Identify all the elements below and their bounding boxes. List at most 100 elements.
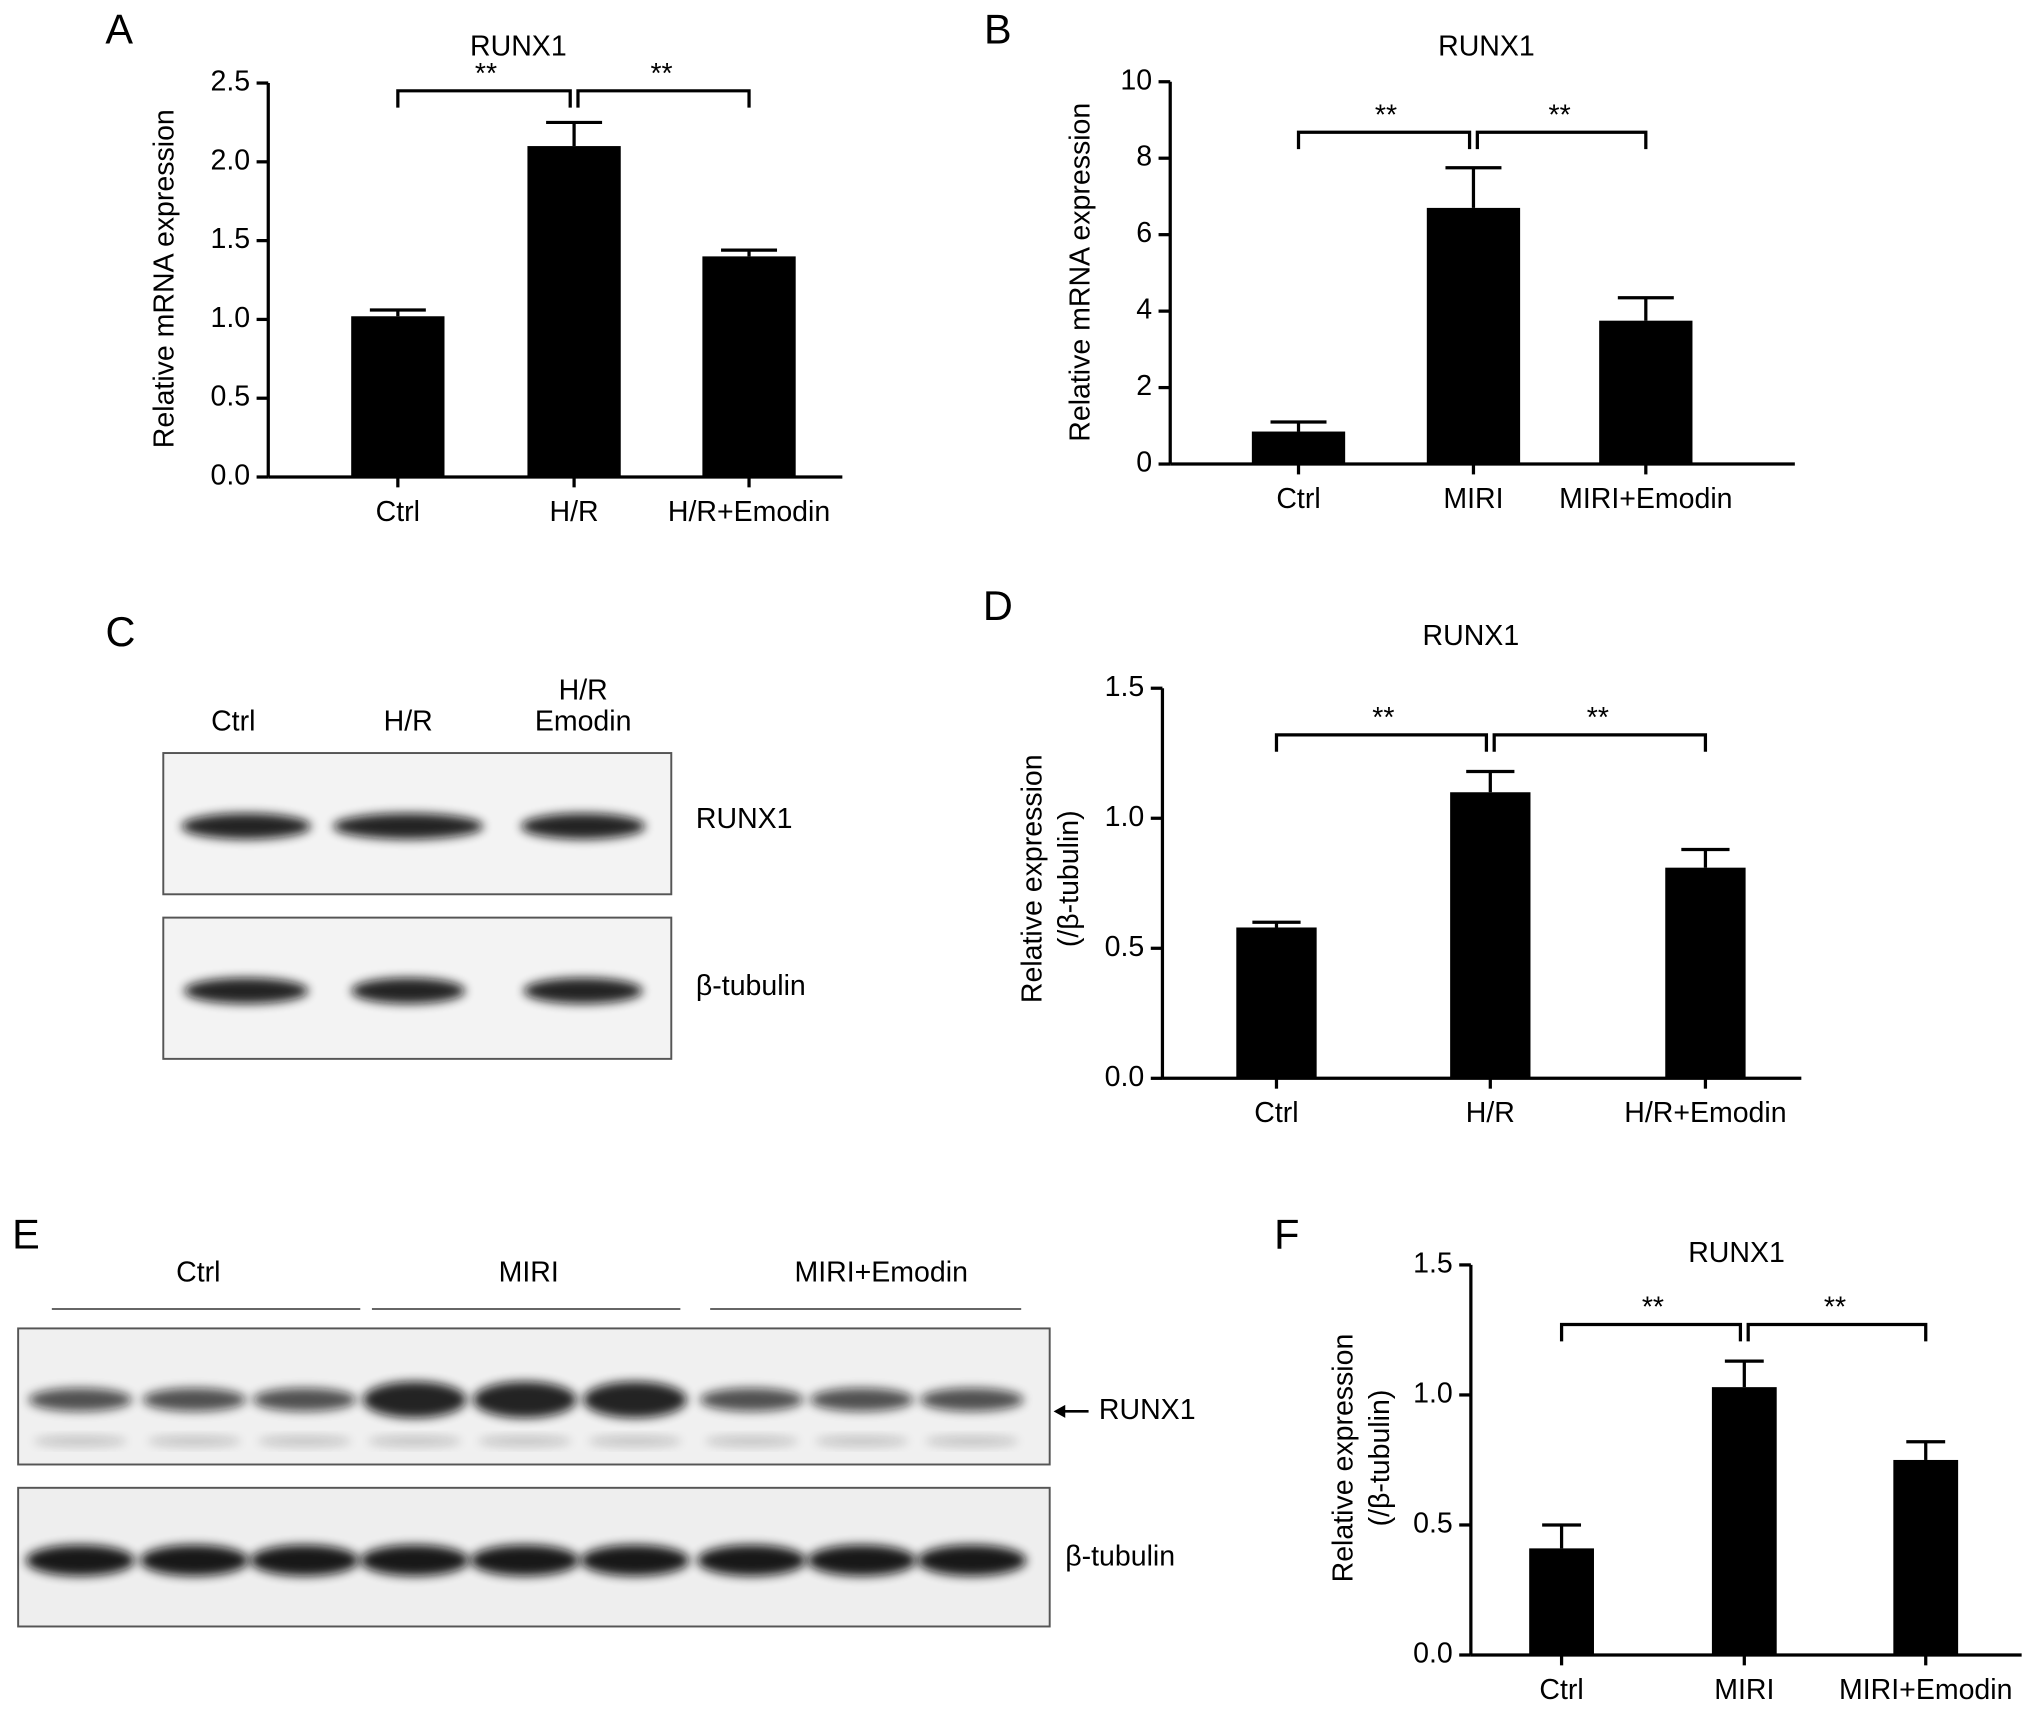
panel-letter: C xyxy=(106,608,136,655)
significance-label: ** xyxy=(650,58,672,90)
x-tick-label: H/R xyxy=(1466,1097,1515,1129)
blot-band xyxy=(520,813,646,840)
blot-band xyxy=(362,1381,467,1418)
blot-band xyxy=(147,1435,242,1447)
y-tick-label: 0 xyxy=(1136,447,1152,479)
bar xyxy=(1665,867,1746,1079)
blot-band xyxy=(333,813,484,840)
y-tick-label: 1.5 xyxy=(1105,671,1145,703)
y-tick-label: 0.0 xyxy=(1105,1061,1145,1093)
y-tick-label: 10 xyxy=(1120,64,1152,96)
lane-label: MIRI+Emodin xyxy=(795,1257,968,1289)
blot-band xyxy=(25,1544,135,1576)
blot-band xyxy=(473,1381,577,1418)
x-tick-label: Ctrl xyxy=(1254,1097,1298,1129)
significance-label: ** xyxy=(1824,1292,1846,1324)
blot-band xyxy=(704,1435,799,1447)
y-tick-label: 1.0 xyxy=(210,302,250,334)
blot-band xyxy=(33,1435,127,1447)
blot-band xyxy=(807,1544,917,1576)
blot-band xyxy=(523,977,643,1004)
x-tick-label: H/R+Emodin xyxy=(668,496,830,528)
blot-band xyxy=(588,1435,682,1447)
lane-label: Ctrl xyxy=(211,706,255,738)
blot-band xyxy=(815,1435,909,1447)
y-axis-label: Relative expression xyxy=(1328,1334,1360,1583)
panel-letter: B xyxy=(984,5,1012,52)
blot-band xyxy=(250,1544,359,1576)
panel-letter: E xyxy=(12,1211,40,1258)
significance-label: ** xyxy=(1587,702,1609,734)
y-axis-label: Relative mRNA expression xyxy=(1065,103,1097,442)
bar xyxy=(351,316,445,477)
blot-band xyxy=(257,1435,352,1447)
panel-letter: F xyxy=(1274,1211,1299,1258)
lane-label: H/R xyxy=(559,675,608,707)
y-tick-label: 2.5 xyxy=(210,66,250,98)
significance-label: ** xyxy=(1642,1292,1664,1324)
x-tick-label: H/R xyxy=(550,496,599,528)
significance-bracket xyxy=(1274,733,1489,752)
y-tick-label: 1.0 xyxy=(1413,1377,1453,1409)
chart-title: RUNX1 xyxy=(1423,620,1520,652)
bar xyxy=(1251,431,1346,465)
significance-bracket xyxy=(1746,1322,1928,1342)
bar xyxy=(1426,207,1521,465)
x-tick-label: MIRI+Emodin xyxy=(1559,483,1732,515)
panel-letter: A xyxy=(105,5,133,52)
y-axis-label: (/β-tubulin) xyxy=(1053,810,1085,947)
lane-label: H/R xyxy=(384,706,433,738)
y-tick-label: 0.5 xyxy=(210,381,250,413)
blot-band xyxy=(583,1381,687,1418)
bar xyxy=(1599,320,1693,465)
y-tick-label: 2 xyxy=(1136,370,1152,402)
blot-band xyxy=(478,1435,572,1447)
blot-band xyxy=(699,1388,804,1412)
lane-label: Ctrl xyxy=(176,1257,220,1289)
blot-band xyxy=(368,1435,462,1447)
y-tick-label: 1.0 xyxy=(1105,801,1145,833)
bar xyxy=(1893,1459,1959,1655)
bar xyxy=(1450,792,1531,1079)
blot-band xyxy=(925,1435,1019,1447)
x-tick-label: Ctrl xyxy=(1539,1674,1583,1706)
x-tick-label: Ctrl xyxy=(1276,483,1320,515)
chart-title: RUNX1 xyxy=(470,31,567,63)
x-tick-label: H/R+Emodin xyxy=(1624,1097,1786,1129)
blot-band xyxy=(580,1544,690,1576)
blot-band xyxy=(28,1388,133,1412)
y-tick-label: 1.5 xyxy=(1413,1247,1453,1279)
y-tick-label: 1.5 xyxy=(210,223,250,255)
blot-band xyxy=(470,1544,580,1576)
significance-label: ** xyxy=(1372,702,1394,734)
panel-letter: D xyxy=(983,582,1013,629)
blot-band xyxy=(920,1388,1024,1412)
y-tick-label: 0.0 xyxy=(1413,1638,1453,1670)
bar xyxy=(1711,1387,1777,1655)
chart-title: RUNX1 xyxy=(1688,1237,1785,1269)
significance-bracket xyxy=(576,89,751,108)
significance-bracket xyxy=(396,89,572,108)
y-tick-label: 4 xyxy=(1136,294,1152,326)
lane-label: Emodin xyxy=(535,706,632,738)
x-tick-label: MIRI+Emodin xyxy=(1839,1674,2012,1706)
bar xyxy=(702,256,796,477)
y-tick-label: 2.0 xyxy=(210,144,250,176)
blot-band xyxy=(697,1544,807,1576)
row-label: β-tubulin xyxy=(1065,1540,1175,1572)
y-tick-label: 0.5 xyxy=(1413,1507,1453,1539)
y-tick-label: 8 xyxy=(1136,141,1152,173)
y-axis-label: Relative expression xyxy=(1017,754,1049,1003)
blot-band xyxy=(360,1544,470,1576)
significance-label: ** xyxy=(1375,99,1397,131)
row-label: β-tubulin xyxy=(696,970,806,1002)
significance-label: ** xyxy=(1549,99,1571,131)
significance-bracket xyxy=(1559,1322,1743,1342)
blot-band xyxy=(142,1388,247,1412)
y-tick-label: 0.0 xyxy=(210,460,250,492)
row-label: RUNX1 xyxy=(696,803,793,835)
x-tick-label: MIRI xyxy=(1443,483,1503,515)
y-axis-label: (/β-tubulin) xyxy=(1364,1390,1396,1527)
arrow-head xyxy=(1053,1404,1066,1418)
